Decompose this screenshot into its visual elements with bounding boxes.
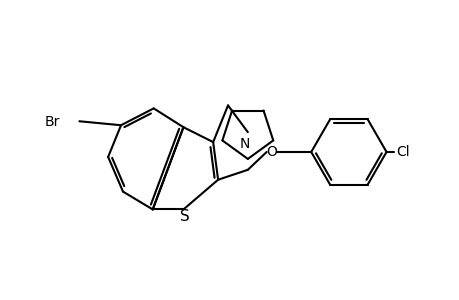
Text: N: N (239, 137, 250, 151)
Text: Cl: Cl (396, 145, 409, 159)
Text: O: O (266, 145, 276, 159)
Text: Br: Br (44, 115, 60, 129)
Text: S: S (179, 209, 189, 224)
